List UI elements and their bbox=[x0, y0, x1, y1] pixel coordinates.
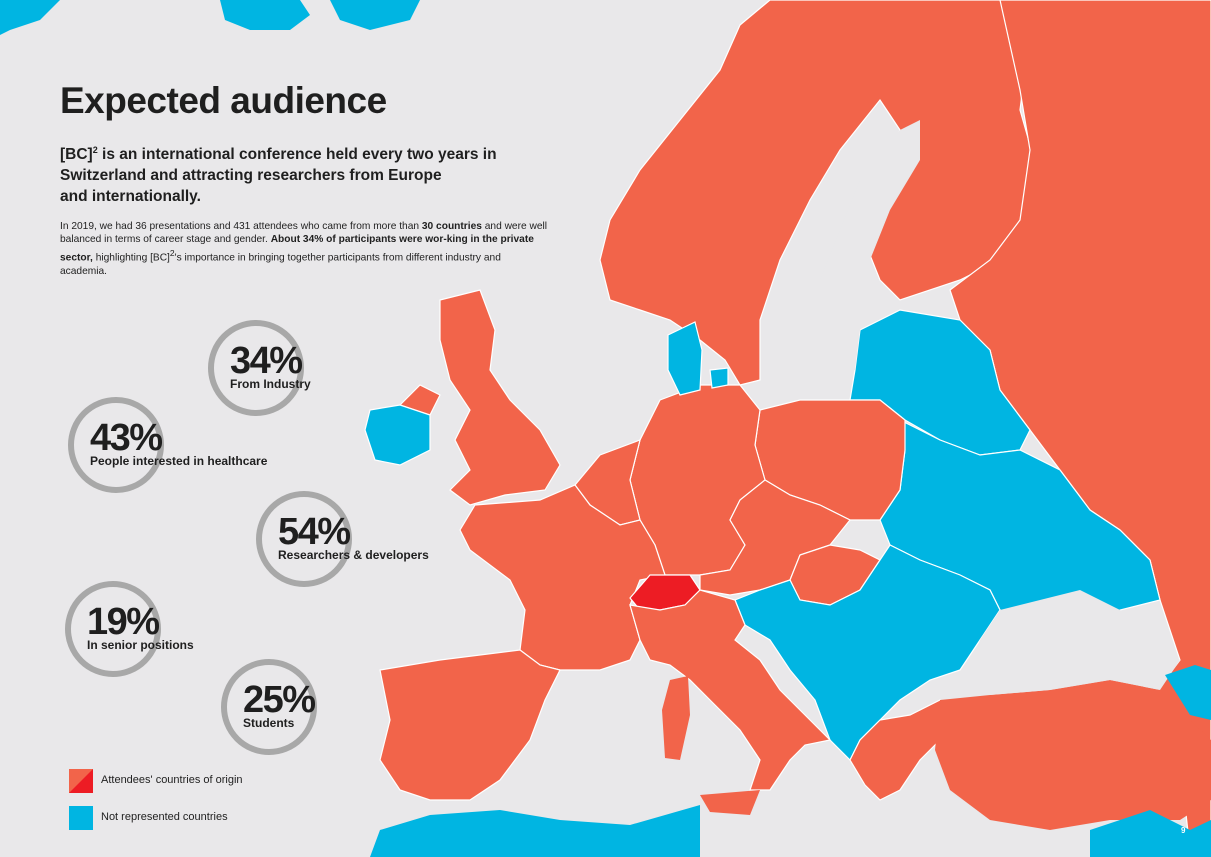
map-region-central-europe bbox=[699, 479, 851, 596]
stat-ring bbox=[208, 320, 304, 416]
map-region-black-sea bbox=[965, 590, 1180, 695]
stat-ring bbox=[221, 659, 317, 755]
map-region-denmark bbox=[667, 321, 729, 396]
legend-label: Attendees' countries of origin bbox=[101, 774, 243, 786]
stat-ring bbox=[65, 581, 161, 677]
stat-label: From Industry bbox=[230, 377, 311, 391]
stat-researchers: 54% Researchers & developers bbox=[256, 491, 429, 587]
stat-senior: 19% In senior positions bbox=[65, 581, 194, 677]
stat-from-industry: 34% From Industry bbox=[208, 320, 311, 416]
map-region-north-africa bbox=[370, 805, 1211, 857]
map-region-arctic-islands bbox=[0, 0, 420, 35]
stat-value: 54% bbox=[278, 511, 351, 553]
body-paragraph: In 2019, we had 36 presentations and 431… bbox=[60, 221, 548, 277]
page-number: 9 bbox=[1181, 826, 1186, 835]
map-region-ireland bbox=[364, 404, 431, 466]
stat-label: Students bbox=[243, 716, 295, 730]
stat-value: 19% bbox=[87, 601, 160, 643]
page-title: Expected audience bbox=[60, 80, 387, 121]
stat-label: People interested in healthcare bbox=[90, 454, 268, 468]
legend-label: Not represented countries bbox=[101, 811, 228, 823]
stat-healthcare: 43% People interested in healthcare bbox=[68, 397, 267, 493]
map-region-italian-islands bbox=[662, 676, 760, 815]
legend-swatch-attendees bbox=[69, 769, 93, 793]
stat-value: 34% bbox=[230, 340, 303, 382]
stat-value: 43% bbox=[90, 417, 163, 459]
map-region-caucasus bbox=[1165, 665, 1211, 720]
stat-label: Researchers & developers bbox=[278, 548, 429, 562]
stat-ring bbox=[68, 397, 164, 493]
map-region-turkey bbox=[935, 680, 1211, 830]
map-region-great-britain bbox=[439, 289, 561, 506]
stat-ring bbox=[256, 491, 352, 587]
stat-label: In senior positions bbox=[87, 638, 194, 652]
stat-value: 25% bbox=[243, 679, 316, 721]
intro-text: [BC]2 is an international conference hel… bbox=[60, 145, 497, 206]
legend-swatch-not-represented bbox=[69, 806, 93, 830]
map-region-italy bbox=[629, 589, 832, 791]
stat-students: 25% Students bbox=[221, 659, 317, 755]
map-region-iberia bbox=[379, 649, 561, 801]
map-region-baltic-sea bbox=[780, 120, 920, 380]
